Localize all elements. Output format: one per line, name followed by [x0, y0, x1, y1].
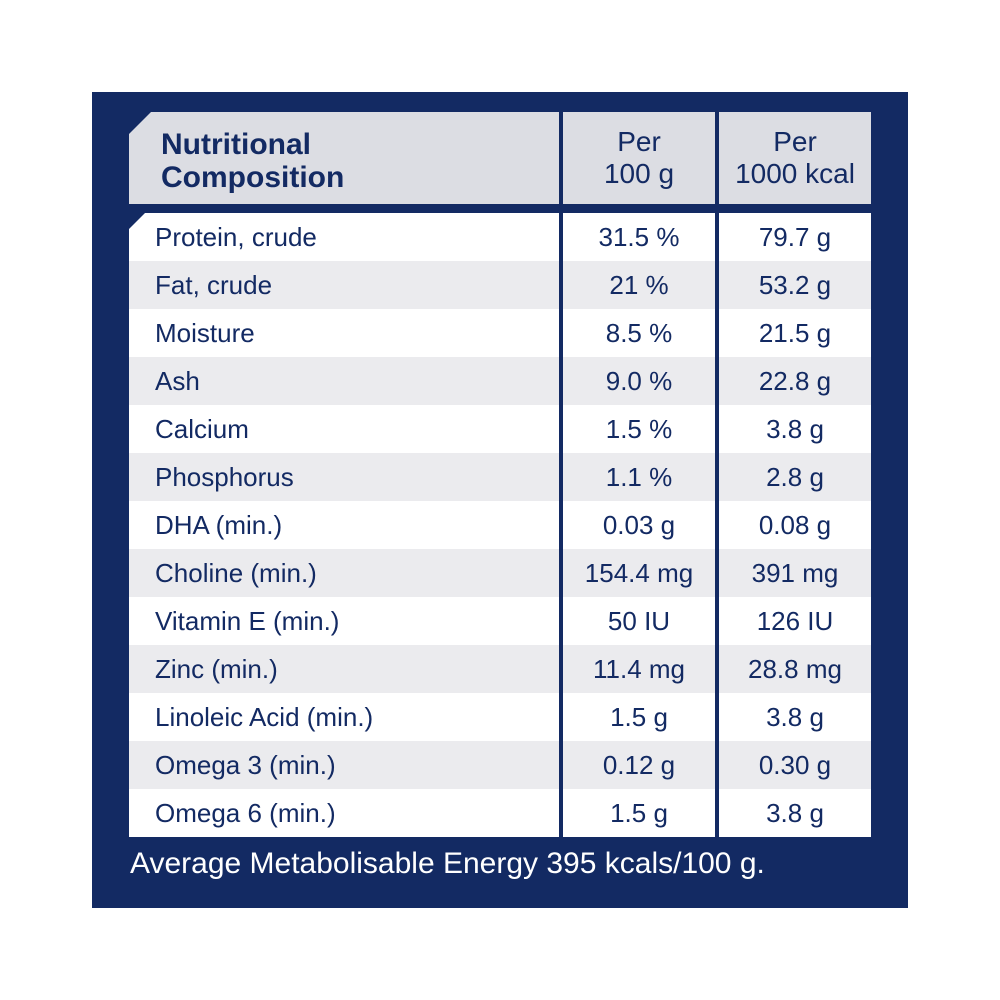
value-per-1000kcal: 53.2 g	[719, 261, 871, 309]
value-per-100g: 1.5 g	[563, 693, 715, 741]
table-row: Moisture 8.5 % 21.5 g	[129, 309, 871, 357]
value-per-1000kcal: 22.8 g	[719, 357, 871, 405]
value-per-1000kcal: 3.8 g	[719, 405, 871, 453]
table-row: Omega 6 (min.) 1.5 g 3.8 g	[129, 789, 871, 837]
value-per-1000kcal: 0.30 g	[719, 741, 871, 789]
header-label-line2: Composition	[161, 161, 345, 194]
body-corner-notch	[129, 213, 145, 229]
table-row: Omega 3 (min.) 0.12 g 0.30 g	[129, 741, 871, 789]
table-header-per-100g: Per 100 g	[563, 112, 715, 204]
table-row: DHA (min.) 0.03 g 0.08 g	[129, 501, 871, 549]
header-col1-line1: Per	[617, 126, 661, 157]
value-per-1000kcal: 79.7 g	[719, 213, 871, 261]
value-per-100g: 1.1 %	[563, 453, 715, 501]
value-per-100g: 11.4 mg	[563, 645, 715, 693]
table-row: Fat, crude 21 % 53.2 g	[129, 261, 871, 309]
nutrient-label: Protein, crude	[129, 213, 559, 261]
table-row: Protein, crude 31.5 % 79.7 g	[129, 213, 871, 261]
value-per-1000kcal: 28.8 mg	[719, 645, 871, 693]
header-col1-line2: 100 g	[603, 158, 675, 189]
nutrient-label: DHA (min.)	[129, 501, 559, 549]
value-per-100g: 9.0 %	[563, 357, 715, 405]
value-per-100g: 1.5 %	[563, 405, 715, 453]
table-row: Choline (min.) 154.4 mg 391 mg	[129, 549, 871, 597]
value-per-100g: 31.5 %	[563, 213, 715, 261]
value-per-100g: 21 %	[563, 261, 715, 309]
energy-footnote: Average Metabolisable Energy 395 kcals/1…	[130, 847, 765, 880]
nutrient-label: Calcium	[129, 405, 559, 453]
value-per-100g: 8.5 %	[563, 309, 715, 357]
value-per-1000kcal: 2.8 g	[719, 453, 871, 501]
table-row: Phosphorus 1.1 % 2.8 g	[129, 453, 871, 501]
table-row: Calcium 1.5 % 3.8 g	[129, 405, 871, 453]
nutrient-label: Linoleic Acid (min.)	[129, 693, 559, 741]
table-row: Zinc (min.) 11.4 mg 28.8 mg	[129, 645, 871, 693]
table-header-label: Nutritional Composition	[129, 112, 559, 204]
nutrient-label: Phosphorus	[129, 453, 559, 501]
nutrient-label: Fat, crude	[129, 261, 559, 309]
value-per-100g: 0.03 g	[563, 501, 715, 549]
header-col2-line1: Per	[773, 126, 817, 157]
header-corner-notch	[129, 112, 151, 134]
table-header-per-1000kcal: Per 1000 kcal	[719, 112, 871, 204]
header-label-line1: Nutritional	[161, 128, 311, 161]
nutrition-table-body: Protein, crude 31.5 % 79.7 g Fat, crude 21 %…	[129, 213, 871, 837]
value-per-1000kcal: 3.8 g	[719, 693, 871, 741]
value-per-100g: 50 IU	[563, 597, 715, 645]
table-row: Vitamin E (min.) 50 IU 126 IU	[129, 597, 871, 645]
nutrient-label: Choline (min.)	[129, 549, 559, 597]
value-per-1000kcal: 21.5 g	[719, 309, 871, 357]
nutrient-label: Zinc (min.)	[129, 645, 559, 693]
value-per-100g: 0.12 g	[563, 741, 715, 789]
value-per-1000kcal: 3.8 g	[719, 789, 871, 837]
value-per-1000kcal: 0.08 g	[719, 501, 871, 549]
header-col2-line2: 1000 kcal	[735, 158, 855, 189]
nutrient-label: Omega 6 (min.)	[129, 789, 559, 837]
nutrient-label: Ash	[129, 357, 559, 405]
nutrient-label: Omega 3 (min.)	[129, 741, 559, 789]
value-per-100g: 154.4 mg	[563, 549, 715, 597]
table-row: Linoleic Acid (min.) 1.5 g 3.8 g	[129, 693, 871, 741]
table-row: Ash 9.0 % 22.8 g	[129, 357, 871, 405]
nutrient-label: Moisture	[129, 309, 559, 357]
nutrient-label: Vitamin E (min.)	[129, 597, 559, 645]
nutrition-panel: Nutritional Composition Per 100 g Per 10…	[92, 92, 908, 908]
value-per-1000kcal: 126 IU	[719, 597, 871, 645]
value-per-1000kcal: 391 mg	[719, 549, 871, 597]
value-per-100g: 1.5 g	[563, 789, 715, 837]
